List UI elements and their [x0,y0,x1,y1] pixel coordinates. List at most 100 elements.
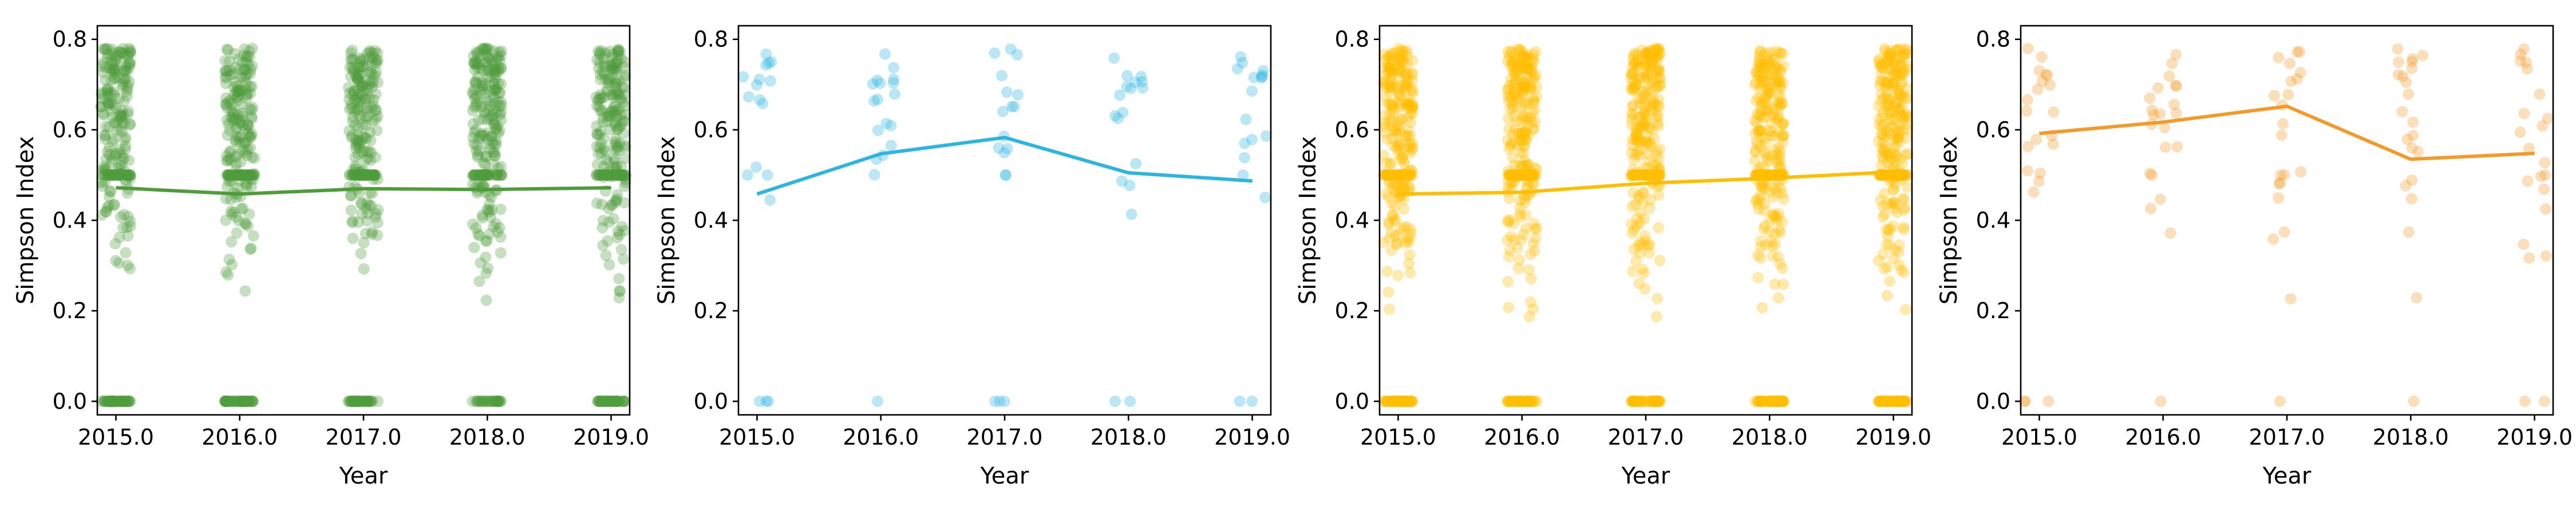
data-point [220,395,231,407]
data-point [1508,68,1520,80]
data-point [612,46,624,58]
data-point [366,57,378,69]
data-point [1507,176,1519,188]
data-point [229,62,241,74]
data-point [1625,68,1637,80]
data-point [1396,50,1408,62]
data-point [246,152,258,163]
data-point [230,158,242,170]
data-point [115,395,127,407]
data-point [1396,99,1408,111]
data-point [241,50,253,62]
data-point [1637,187,1649,199]
data-point [1637,120,1649,131]
data-point [1641,139,1653,150]
data-point [1877,248,1889,260]
data-point [1402,129,1414,141]
data-point [372,229,384,241]
data-point [1526,116,1538,128]
data-point [1643,60,1655,72]
data-point [1121,81,1133,93]
data-point [355,80,368,92]
data-point [1753,71,1765,83]
data-point [361,132,373,144]
data-point [595,147,607,159]
data-point [115,395,127,407]
data-point [1393,169,1405,181]
data-point [100,206,112,217]
data-point [123,395,135,407]
data-point [223,118,235,130]
data-point [479,159,491,171]
data-point [495,62,507,74]
data-point [234,117,246,129]
data-point [1649,164,1661,176]
data-point [1628,57,1640,69]
data-point [472,71,484,83]
data-point [472,58,484,70]
data-point [471,169,483,181]
data-point [105,51,117,62]
data-point [1398,158,1411,170]
data-point [346,98,357,110]
data-point [1401,80,1413,92]
data-point [471,46,483,58]
data-point [1502,84,1514,96]
data-point [611,169,623,181]
data-point [354,169,366,181]
data-point [481,169,493,181]
data-point [1526,62,1538,73]
data-point [480,294,492,306]
data-point [1528,105,1540,116]
data-point [246,112,258,124]
data-point [244,132,256,144]
data-point [219,55,231,67]
data-point [97,108,109,120]
data-point [96,87,107,99]
data-point [472,149,484,161]
data-point [1392,177,1404,189]
data-point [1653,169,1665,181]
y-tick-label: 0.4 [1976,208,2010,233]
data-point [371,125,383,136]
data-point [105,55,117,67]
data-point [1507,80,1519,92]
data-point [1384,61,1396,73]
data-point [343,94,355,105]
data-point [240,71,252,83]
data-point [1773,141,1784,153]
data-point [370,54,382,66]
data-point [491,169,503,181]
data-point [1627,101,1638,112]
data-point [1635,395,1647,407]
data-point [484,43,496,56]
data-point [1630,128,1642,140]
data-point [237,110,249,122]
data-point [1125,208,1137,220]
data-point [219,395,231,407]
data-point [1633,395,1645,407]
data-point [1523,159,1535,171]
data-point [606,106,618,118]
data-point [596,66,609,78]
data-point [102,90,114,102]
data-point [495,78,507,90]
data-point [230,85,242,97]
data-point [232,148,244,160]
data-point [609,100,621,112]
data-point [355,112,368,124]
data-point [1390,128,1402,140]
data-point [1508,169,1520,181]
data-point [228,81,240,93]
data-point [349,94,361,106]
data-point [750,161,762,173]
data-point [2164,227,2176,239]
data-point [1521,395,1532,407]
data-point [1000,169,1012,181]
data-point [1503,95,1515,107]
data-point [1626,140,1638,152]
data-point [1403,171,1415,183]
data-point [108,72,120,84]
data-point [1521,159,1532,171]
data-point [475,128,487,140]
